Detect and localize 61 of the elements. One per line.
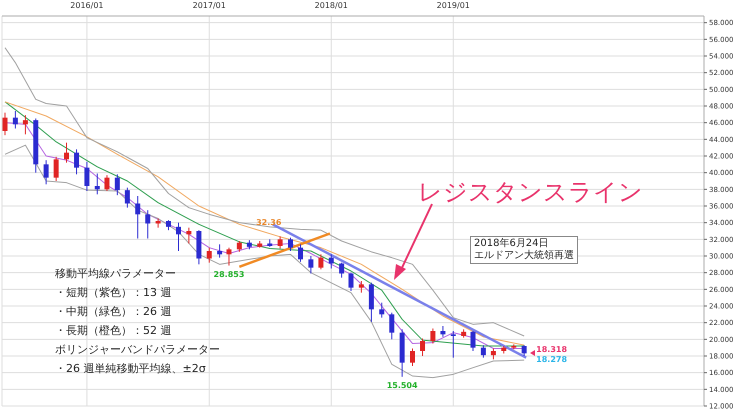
candlestick: [246, 240, 252, 250]
candlestick: [226, 247, 232, 266]
annotation: レジスタンスライン: [418, 177, 643, 208]
candlestick: [94, 173, 100, 195]
candlestick: [54, 156, 59, 182]
candlestick: [379, 302, 384, 318]
candlestick: [64, 142, 70, 164]
annotation: 移動平均線パラメーター: [55, 266, 176, 281]
candlestick: [74, 148, 80, 175]
annotation: 15.504: [386, 380, 418, 390]
candlestick: [156, 218, 161, 228]
candlestick: [480, 344, 486, 358]
annotation: 32.36: [256, 218, 282, 228]
x-tick-label: 2018/01: [314, 1, 348, 10]
annotation: エルドアン大統領再選: [474, 250, 574, 262]
candlestick: [288, 237, 293, 252]
candlestick: [12, 110, 18, 129]
candlestick: [348, 272, 354, 292]
candlestick: [2, 112, 8, 136]
candlestick: [328, 254, 334, 269]
x-tick-label: 2019/01: [436, 1, 470, 10]
annotation: 18.278: [536, 354, 568, 364]
candlestick: [410, 348, 416, 366]
candlestick: [318, 254, 324, 270]
x-tick-label: 2017/01: [192, 1, 226, 10]
candlestick: [145, 210, 150, 239]
annotation: ・長期（橙色）：52 週: [55, 323, 172, 338]
candlestick: [440, 326, 446, 338]
candlestick: [217, 244, 222, 258]
candlestick: [298, 244, 304, 262]
annotation: ・短期（紫色）：13 週: [55, 285, 172, 300]
candlestick: [104, 174, 110, 192]
annotation: 28.853: [214, 270, 244, 279]
candlestick: [236, 240, 242, 252]
candlestick: [470, 330, 476, 352]
annotation: 18.318: [536, 345, 568, 354]
annotation: 2018年6月24日: [474, 238, 550, 250]
candlestick: [308, 256, 314, 274]
candlestick: [84, 161, 90, 192]
candlestick: [135, 196, 140, 239]
x-tick-label: 2016/01: [70, 1, 104, 10]
candlestick: [166, 220, 171, 231]
candlestick: [22, 114, 28, 135]
candlestick: [186, 227, 192, 244]
annotation: ボリンジャーバンドパラメーター: [55, 342, 220, 357]
annotation: ・26 週単純移動平均線、±2σ: [55, 361, 206, 376]
candlestick: [430, 328, 436, 344]
candlestick: [44, 160, 49, 185]
candlestick: [206, 247, 212, 264]
candlestick: [339, 262, 344, 278]
candlestick: [490, 348, 496, 360]
candlestick: [278, 236, 283, 249]
candlestick: [450, 330, 456, 358]
candlestick: [358, 280, 364, 294]
annotation: ・中期（緑色）：26 週: [55, 304, 172, 319]
candlestick: [124, 187, 130, 208]
candlestick: [389, 312, 394, 340]
candlestick: [522, 344, 527, 356]
candlestick: [114, 174, 120, 196]
candlestick: [176, 222, 182, 252]
candlestick: [420, 338, 426, 356]
